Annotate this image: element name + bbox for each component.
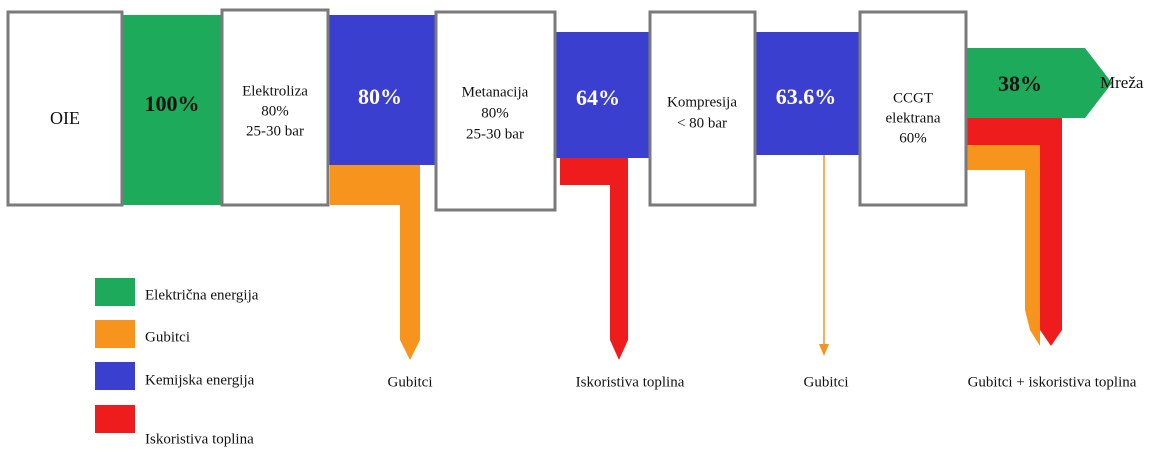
- box-label: OIE: [50, 108, 80, 128]
- legend-label: Kemijska energija: [145, 372, 255, 388]
- legend-label: Električna energija: [145, 287, 259, 303]
- process-box: [858, 10, 968, 207]
- legend-label: Iskoristiva toplina: [145, 431, 254, 447]
- flow-label: 64%: [576, 85, 620, 110]
- box-label: CCGT: [893, 90, 933, 106]
- process-box: [434, 10, 557, 212]
- loss-label: Gubitci: [388, 374, 433, 390]
- box-label: 60%: [899, 130, 927, 146]
- legend-label: Gubitci: [145, 329, 190, 345]
- loss-arrow-head: [819, 344, 829, 356]
- output-label: Mreža: [1100, 73, 1144, 92]
- box-label: Metanacija: [462, 84, 529, 100]
- loss-label: Gubitci: [804, 374, 849, 390]
- heat-arrow: [966, 118, 1062, 346]
- flow-label: 38%: [998, 71, 1042, 96]
- box-label: 25-30 bar: [466, 126, 524, 142]
- flow-label: 63.6%: [776, 84, 837, 109]
- flow-chemical: [328, 15, 436, 165]
- flow-chemical: [555, 32, 650, 158]
- flow-chemical: [755, 32, 860, 155]
- process-box: [220, 8, 330, 207]
- box-label: elektrana: [886, 110, 941, 126]
- flow-label: 80%: [358, 84, 402, 109]
- heat-arrow: [560, 158, 628, 360]
- flow-label: 100%: [145, 91, 200, 116]
- box-label: 25-30 bar: [246, 123, 304, 139]
- loss-label: Iskoristiva toplina: [576, 374, 685, 390]
- output-arrow: [966, 48, 1112, 118]
- process-box: [648, 10, 757, 207]
- box-label: 80%: [481, 105, 509, 121]
- box-label: < 80 bar: [677, 115, 727, 131]
- box-label: 80%: [261, 103, 289, 119]
- box-label: Elektroliza: [242, 83, 308, 99]
- process-box: [6, 10, 124, 207]
- loss-arrow: [966, 145, 1040, 346]
- legend-swatch: [95, 405, 135, 433]
- legend-swatch: [95, 362, 135, 390]
- legend-swatch: [95, 278, 135, 306]
- legend-swatch: [95, 320, 135, 348]
- box-label: Kompresija: [667, 94, 737, 110]
- loss-label: Gubitci + iskoristiva toplina: [968, 374, 1137, 390]
- flow-electric: [122, 15, 222, 205]
- loss-arrow: [330, 165, 420, 360]
